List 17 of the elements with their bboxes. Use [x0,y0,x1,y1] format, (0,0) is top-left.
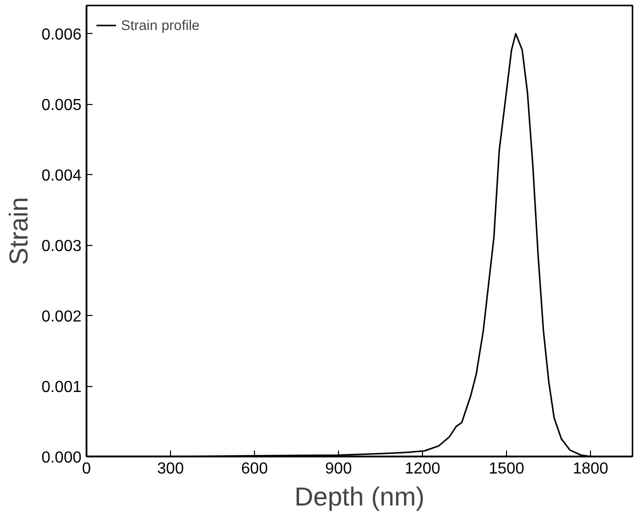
x-axis-title: Depth (nm) [294,482,425,512]
x-tick-label: 900 [325,460,352,478]
y-tick-label: 0.004 [41,168,82,185]
y-tick-label: 0.006 [41,26,82,44]
y-tick-label: 0.005 [41,97,82,114]
y-tick-label: 0.001 [41,379,82,396]
x-tick-label: 300 [157,460,184,478]
x-tick-label: 1500 [488,460,524,478]
y-tick-label: 0.003 [41,238,82,256]
y-tick-label: 0.000 [41,450,82,466]
x-tick-label: 1800 [572,460,608,478]
x-tick-label: 1200 [404,460,440,478]
legend-label: Strain profile [121,17,200,33]
x-tick-label: 0 [82,460,92,478]
x-tick-label: 600 [241,460,268,478]
y-axis-title: Strain [3,197,34,265]
y-tick-label: 0.002 [41,308,82,326]
